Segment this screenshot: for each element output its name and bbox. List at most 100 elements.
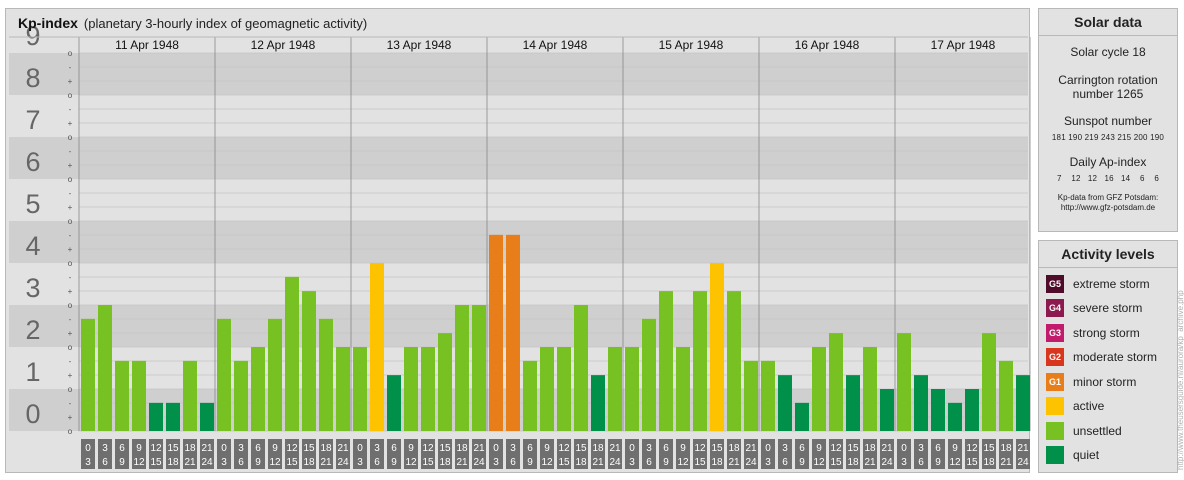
interval-label-start: 6 bbox=[255, 443, 261, 454]
legend-item-active: active bbox=[1046, 396, 1104, 416]
interval-label-end: 18 bbox=[711, 457, 723, 468]
source-watermark: http://www.theusersguide.nl/aurora/kp_ar… bbox=[1176, 290, 1184, 470]
interval-label-end: 12 bbox=[269, 457, 281, 468]
kp-bar bbox=[931, 389, 945, 431]
interval-label-end: 15 bbox=[694, 457, 706, 468]
data-credit-link[interactable]: http://www.gfz-potsdam.de bbox=[1039, 203, 1177, 213]
day-label: 16 Apr 1948 bbox=[795, 38, 860, 52]
kp-bar bbox=[115, 361, 129, 431]
legend-label-severe-storm: severe storm bbox=[1073, 301, 1142, 315]
legend-label-unsettled: unsettled bbox=[1073, 424, 1122, 438]
legend-label-minor-storm: minor storm bbox=[1073, 375, 1136, 389]
y-minor-mark: o bbox=[68, 343, 73, 352]
interval-label-end: 21 bbox=[320, 457, 332, 468]
kp-bar bbox=[727, 291, 741, 431]
sunspot-values: 181 190 219 243 215 200 190 bbox=[1039, 133, 1177, 142]
kp-bar bbox=[455, 305, 469, 431]
interval-label-end: 3 bbox=[85, 457, 91, 468]
interval-label-start: 0 bbox=[357, 443, 363, 454]
solar-data-panel: Solar data Solar cycle 18 Carrington rot… bbox=[1038, 8, 1178, 232]
day-label: 14 Apr 1948 bbox=[523, 38, 588, 52]
kp-bar bbox=[744, 361, 758, 431]
interval-label-start: 15 bbox=[983, 443, 995, 454]
kp-bar bbox=[319, 319, 333, 431]
interval-label-end: 21 bbox=[1000, 457, 1012, 468]
interval-label-end: 24 bbox=[609, 457, 621, 468]
carrington-line1: Carrington rotation bbox=[1039, 73, 1177, 87]
legend-item-g2: G2 moderate storm bbox=[1046, 347, 1157, 367]
interval-label-start: 9 bbox=[952, 443, 958, 454]
interval-label-start: 9 bbox=[680, 443, 686, 454]
legend-label-strong-storm: strong storm bbox=[1073, 326, 1140, 340]
interval-label-end: 6 bbox=[374, 457, 380, 468]
kp-chart: 0123456789+o+o-+o-+o-+o-+o-+o-+o-+o-o-11… bbox=[6, 9, 1031, 474]
kp-bar bbox=[608, 347, 622, 431]
interval-label-end: 18 bbox=[439, 457, 451, 468]
y-minor-mark: - bbox=[69, 105, 72, 114]
interval-label-start: 3 bbox=[238, 443, 244, 454]
interval-label-start: 18 bbox=[320, 443, 332, 454]
interval-label-start: 21 bbox=[201, 443, 213, 454]
kp-bar bbox=[557, 347, 571, 431]
interval-label-start: 0 bbox=[221, 443, 227, 454]
kp-bar bbox=[778, 375, 792, 431]
solar-data-title: Solar data bbox=[1039, 9, 1177, 36]
interval-label-start: 15 bbox=[847, 443, 859, 454]
legend-swatch-g3: G3 bbox=[1046, 324, 1064, 342]
y-minor-mark: - bbox=[69, 189, 72, 198]
interval-label-end: 12 bbox=[541, 457, 553, 468]
kp-bar bbox=[81, 319, 95, 431]
y-tick-label: 7 bbox=[25, 105, 40, 135]
interval-label-start: 18 bbox=[728, 443, 740, 454]
kp-bar bbox=[676, 347, 690, 431]
interval-label-end: 24 bbox=[201, 457, 213, 468]
y-minor-mark: o bbox=[68, 91, 73, 100]
interval-label-start: 18 bbox=[864, 443, 876, 454]
interval-label-start: 15 bbox=[303, 443, 315, 454]
y-minor-mark: o bbox=[68, 301, 73, 310]
solar-cycle: Solar cycle 18 bbox=[1039, 45, 1177, 59]
y-tick-label: 8 bbox=[25, 63, 40, 93]
interval-label-start: 12 bbox=[150, 443, 162, 454]
interval-label-start: 9 bbox=[544, 443, 550, 454]
interval-label-start: 6 bbox=[799, 443, 805, 454]
kp-bar bbox=[761, 361, 775, 431]
interval-label-end: 9 bbox=[935, 457, 941, 468]
legend-label-active: active bbox=[1073, 399, 1104, 413]
interval-label-end: 6 bbox=[782, 457, 788, 468]
interval-label-end: 3 bbox=[765, 457, 771, 468]
ap-values: 7 12 12 16 14 6 6 bbox=[1039, 174, 1177, 183]
interval-label-start: 0 bbox=[765, 443, 771, 454]
interval-label-end: 9 bbox=[799, 457, 805, 468]
interval-label-end: 12 bbox=[133, 457, 145, 468]
interval-label-end: 21 bbox=[864, 457, 876, 468]
kp-bar bbox=[404, 347, 418, 431]
kp-bar bbox=[200, 403, 214, 431]
interval-label-end: 18 bbox=[983, 457, 995, 468]
interval-label-end: 24 bbox=[745, 457, 757, 468]
y-minor-mark: o bbox=[68, 49, 73, 58]
interval-label-end: 18 bbox=[303, 457, 315, 468]
interval-label-start: 12 bbox=[558, 443, 570, 454]
legend-item-g4: G4 severe storm bbox=[1046, 298, 1142, 318]
y-tick-label: 5 bbox=[25, 189, 40, 219]
interval-label-end: 15 bbox=[966, 457, 978, 468]
y-minor-mark: + bbox=[68, 371, 73, 380]
interval-label-start: 6 bbox=[119, 443, 125, 454]
kp-bar bbox=[234, 361, 248, 431]
interval-label-start: 18 bbox=[184, 443, 196, 454]
interval-label-start: 18 bbox=[1000, 443, 1012, 454]
day-label: 15 Apr 1948 bbox=[659, 38, 724, 52]
interval-label-start: 3 bbox=[510, 443, 516, 454]
legend-item-g5: G5 extreme storm bbox=[1046, 274, 1150, 294]
y-minor-mark: - bbox=[69, 63, 72, 72]
interval-label-start: 15 bbox=[439, 443, 451, 454]
kp-bar bbox=[863, 347, 877, 431]
interval-label-end: 12 bbox=[813, 457, 825, 468]
interval-label-end: 9 bbox=[527, 457, 533, 468]
kp-bar bbox=[829, 333, 843, 431]
interval-label-end: 6 bbox=[510, 457, 516, 468]
interval-label-end: 24 bbox=[1017, 457, 1029, 468]
legend-swatch-g5: G5 bbox=[1046, 275, 1064, 293]
kp-band-7 bbox=[9, 95, 1028, 137]
